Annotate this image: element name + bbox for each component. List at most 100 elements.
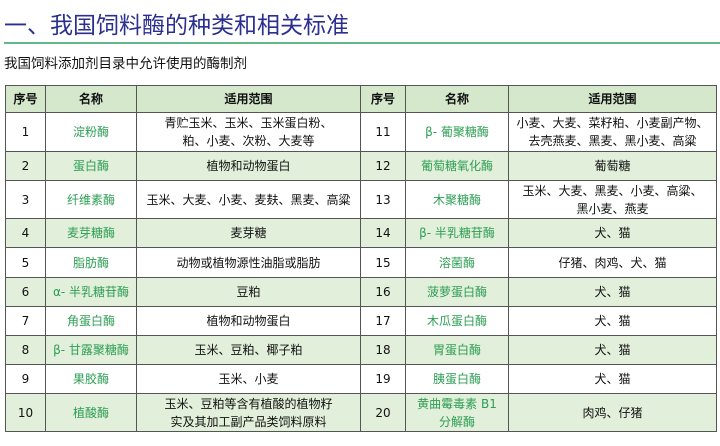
scope-line: 仔猪、肉鸡、犬、猫 <box>558 255 667 270</box>
cell-no: 6 <box>5 277 46 307</box>
scope-line: 玉米、大麦、小麦、麦麸、黑麦、高粱 <box>146 192 351 207</box>
cell-no: 7 <box>5 306 46 336</box>
cell-scope: 玉米、豆粕、椰子粕 <box>136 335 361 365</box>
cell-name: 胃蛋白酶 <box>405 335 509 365</box>
scope-line: 犬、猫 <box>594 285 631 299</box>
scope-line: 豆粕 <box>236 285 261 299</box>
cell-scope: 麦芽糖 <box>136 218 361 248</box>
cell-scope: 植物和动物蛋白 <box>136 151 361 181</box>
cell-scope: 仔猪、肉鸡、犬、猫 <box>508 247 717 278</box>
header-no: 序号 <box>360 85 406 113</box>
name-line: 纤维素酶 <box>66 192 115 207</box>
name-line: 角蛋白酶 <box>66 314 115 328</box>
cell-no: 17 <box>360 306 406 336</box>
cell-no: 13 <box>360 180 406 219</box>
scope-line: 玉米、大麦、黑麦、小麦、高粱、 <box>522 183 703 198</box>
table-row: 9 果胶酶 玉米、小麦 19 胰蛋白酶 犬、猫 <box>5 364 717 394</box>
scope-line: 麦芽糖 <box>230 226 267 240</box>
cell-name: α- 半乳糖苷酶 <box>45 277 137 307</box>
name-line: 菠萝蛋白酶 <box>426 285 487 299</box>
scope-line: 植物和动物蛋白 <box>206 159 291 173</box>
cell-no: 20 <box>360 393 406 432</box>
cell-scope: 玉米、大麦、黑麦、小麦、高粱、 黑小麦、燕麦 <box>508 180 717 219</box>
page-title: 一、我国饲料酶的种类和相关标准 <box>4 13 349 39</box>
scope-line: 犬、猫 <box>594 372 631 386</box>
cell-name: 角蛋白酶 <box>45 306 137 336</box>
name-line: α- 半乳糖苷酶 <box>52 285 130 299</box>
name-line: 果胶酶 <box>72 372 109 386</box>
cell-no: 3 <box>5 180 46 219</box>
cell-name: β- 葡聚糖酶 <box>405 112 509 152</box>
name-line: 分解酶 <box>438 414 475 429</box>
header-name: 名称 <box>45 85 137 113</box>
cell-name: 淀粉酶 <box>45 112 137 152</box>
cell-no: 9 <box>5 364 46 394</box>
cell-no: 19 <box>360 364 406 394</box>
cell-scope: 小麦、大麦、菜籽粕、小麦副产物、 去壳燕麦、黑麦、黑小麦、高粱 <box>508 112 717 152</box>
title-divider <box>4 42 720 44</box>
name-line: 葡萄糖氧化酶 <box>420 159 493 173</box>
cell-name: 脂肪酶 <box>45 247 137 278</box>
scope-line: 去壳燕麦、黑麦、黑小麦、高粱 <box>528 134 697 148</box>
name-line: 淀粉酶 <box>72 125 109 139</box>
cell-scope: 青贮玉米、玉米、玉米蛋白粉、 粕、小麦、次粉、大麦等 <box>136 112 361 152</box>
scope-line: 实及其加工副产品类饲料原料 <box>170 414 327 429</box>
cell-name: 黄曲霉毒素 B1 分解酶 <box>405 393 509 432</box>
cell-name: 纤维素酶 <box>45 180 137 219</box>
name-line: β- 甘露聚糖酶 <box>53 343 129 357</box>
cell-no: 8 <box>5 335 46 365</box>
table-row: 2 蛋白酶 植物和动物蛋白 12 葡萄糖氧化酶 葡萄糖 <box>5 151 717 181</box>
scope-line: 玉米、小麦 <box>218 372 279 386</box>
table-row: 4 麦芽糖酶 麦芽糖 14 β- 半乳糖苷酶 犬、猫 <box>5 218 717 248</box>
name-line: β- 半乳糖苷酶 <box>419 226 495 240</box>
cell-scope: 葡萄糖 <box>508 151 717 181</box>
name-line: β- 葡聚糖酶 <box>425 125 489 139</box>
scope-line: 犬、猫 <box>594 314 631 328</box>
cell-name: 木聚糖酶 <box>405 180 509 219</box>
cell-no: 12 <box>360 151 406 181</box>
enzyme-table: 序号 名称 适用范围 序号 名称 适用范围 1 淀粉酶 青贮玉米、玉米、玉米蛋白粉、… <box>5 85 717 432</box>
table-row: 5 脂肪酶 动物或植物源性油脂或脂肪 15 溶菌酶 仔猪、肉鸡、犬、猫 <box>5 247 717 278</box>
scope-line: 玉米、豆粕、椰子粕 <box>194 343 303 357</box>
scope-line: 青贮玉米、玉米、玉米蛋白粉、 <box>164 116 333 130</box>
table-row: 7 角蛋白酶 植物和动物蛋白 17 木瓜蛋白酶 犬、猫 <box>5 306 717 336</box>
scope-line: 粕、小麦、次粉、大麦等 <box>182 134 315 148</box>
cell-name: 麦芽糖酶 <box>45 218 137 248</box>
table-caption: 我国饲料添加剂目录中允许使用的酶制剂 <box>4 56 247 72</box>
cell-scope: 豆粕 <box>136 277 361 307</box>
table-row: 3 纤维素酶 玉米、大麦、小麦、麦麸、黑麦、高粱 13 木聚糖酶 玉米、大麦、黑麦、小麦、… <box>5 180 717 219</box>
scope-line: 黑小麦、燕麦 <box>576 201 649 216</box>
cell-name: 植酸酶 <box>45 393 137 432</box>
cell-name: 果胶酶 <box>45 364 137 394</box>
header-scope: 适用范围 <box>508 85 717 113</box>
cell-scope: 犬、猫 <box>508 364 717 394</box>
header-name: 名称 <box>405 85 509 113</box>
cell-name: 木瓜蛋白酶 <box>405 306 509 336</box>
table-row: 10 植酸酶 玉米、豆粕等含有植酸的植物籽 实及其加工副产品类饲料原料 20 黄曲霉毒素 … <box>5 393 717 432</box>
name-line: 胃蛋白酶 <box>432 343 481 357</box>
name-line: 木聚糖酶 <box>432 192 481 207</box>
name-line: 麦芽糖酶 <box>66 226 115 240</box>
cell-scope: 玉米、豆粕等含有植酸的植物籽 实及其加工副产品类饲料原料 <box>136 393 361 432</box>
scope-line: 小麦、大麦、菜籽粕、小麦副产物、 <box>516 116 709 130</box>
cell-name: 胰蛋白酶 <box>405 364 509 394</box>
scope-line: 葡萄糖 <box>594 159 631 173</box>
cell-no: 16 <box>360 277 406 307</box>
cell-no: 14 <box>360 218 406 248</box>
header-scope: 适用范围 <box>136 85 361 113</box>
cell-no: 11 <box>360 112 406 152</box>
cell-no: 2 <box>5 151 46 181</box>
cell-scope: 肉鸡、仔猪 <box>508 393 717 432</box>
cell-no: 18 <box>360 335 406 365</box>
name-line: 木瓜蛋白酶 <box>426 314 487 328</box>
cell-name: 菠萝蛋白酶 <box>405 277 509 307</box>
table-row: 1 淀粉酶 青贮玉米、玉米、玉米蛋白粉、 粕、小麦、次粉、大麦等 11 β- 葡聚糖酶 小麦… <box>5 112 717 152</box>
scope-line: 植物和动物蛋白 <box>206 314 291 328</box>
scope-line: 玉米、豆粕等含有植酸的植物籽 <box>164 396 333 411</box>
cell-name: β- 甘露聚糖酶 <box>45 335 137 365</box>
cell-name: 葡萄糖氧化酶 <box>405 151 509 181</box>
cell-scope: 犬、猫 <box>508 277 717 307</box>
cell-scope: 犬、猫 <box>508 335 717 365</box>
name-line: 黄曲霉毒素 B1 <box>417 396 497 411</box>
cell-scope: 玉米、大麦、小麦、麦麸、黑麦、高粱 <box>136 180 361 219</box>
